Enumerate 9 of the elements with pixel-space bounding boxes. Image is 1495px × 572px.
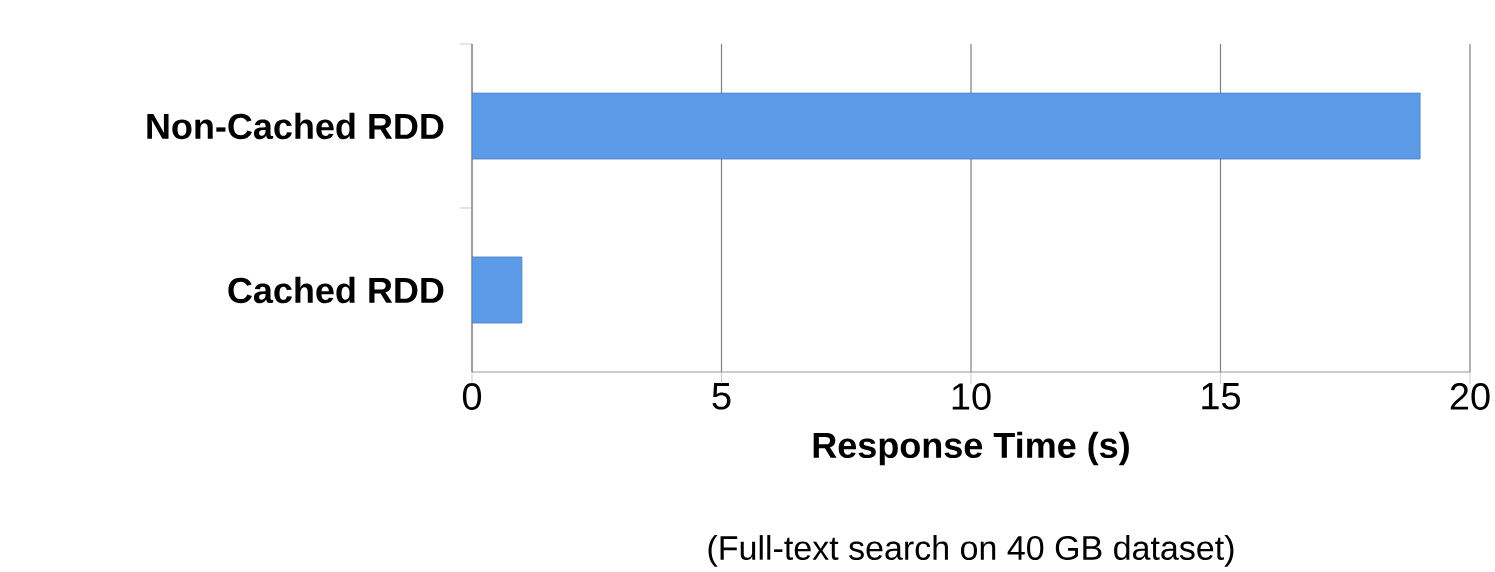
- x-tick-label: 5: [712, 383, 731, 410]
- y-tick-label: Non-Cached RDD: [147, 112, 444, 140]
- x-axis-title: Response Time (s): [813, 431, 1129, 466]
- x-tick-label: 15: [1202, 383, 1241, 410]
- text: (Full-text search on 40 GB dataset): [708, 535, 1234, 567]
- x-tick-label: 10: [952, 383, 991, 410]
- x-tick-label: 0: [462, 383, 482, 410]
- y-tick-label: Cached RDD: [228, 276, 444, 304]
- x-tick-label: 20: [1450, 383, 1490, 410]
